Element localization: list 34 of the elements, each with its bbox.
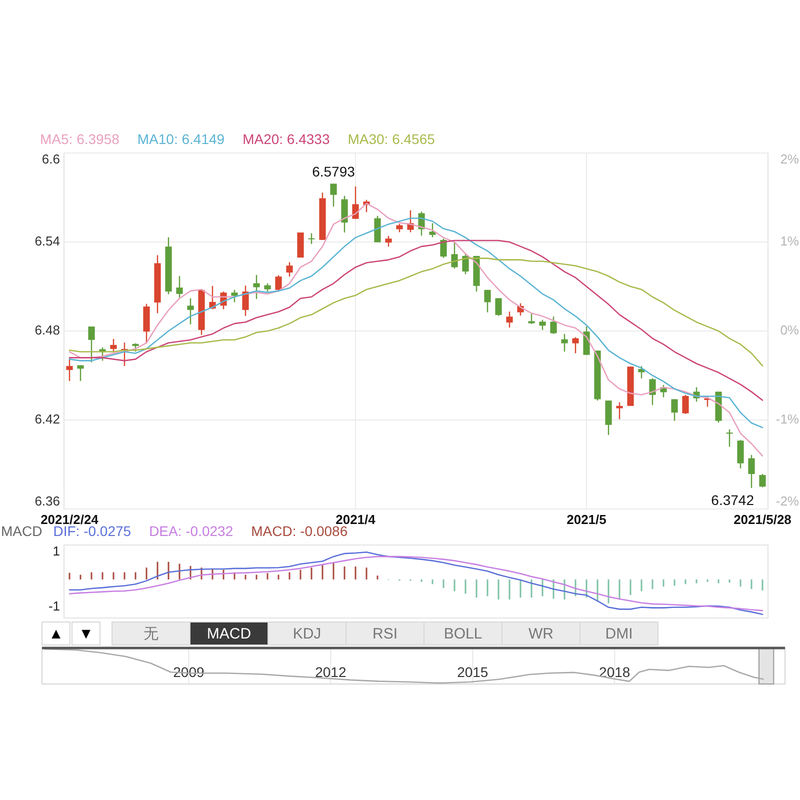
tick-label: 0% [780, 322, 799, 338]
tick-label: 2012 [315, 664, 346, 680]
tab-label: KDJ [292, 625, 322, 642]
annotation: 6.5793 [312, 164, 355, 180]
tick-label: 6.48 [34, 322, 60, 338]
tick-label: -1 [48, 598, 60, 614]
tick-label: 2018 [599, 664, 630, 680]
legend-item: MA30: 6.4565 [348, 131, 435, 147]
tick-label: 1 [52, 543, 60, 558]
tick-label: -2% [776, 493, 799, 508]
annotation: 6.3742 [711, 492, 754, 508]
tick-label: 6.42 [34, 411, 60, 426]
tick-label: 2021/5/28 [734, 512, 792, 527]
tick-label: 6.54 [34, 233, 60, 248]
tab-label: ▼ [78, 625, 94, 642]
tick-label: 6.6 [42, 151, 60, 166]
legend-item: DEA: -0.0232 [149, 523, 234, 539]
legend-item: MA10: 6.4149 [137, 131, 225, 147]
tick-label: 6.36 [34, 493, 60, 508]
tick-label: 2021/5 [566, 512, 606, 527]
title: MACD [1, 523, 42, 539]
tab-label: BOLL [444, 625, 482, 642]
legend-item: MA20: 6.4333 [242, 131, 330, 147]
legend-item: MA5: 6.3958 [40, 131, 120, 147]
tab-label: ▲ [48, 625, 64, 642]
tab-label: WR [528, 625, 554, 642]
tab-label: MACD [206, 625, 252, 642]
tick-label: 2% [780, 151, 799, 166]
tick-label: 1% [780, 233, 799, 248]
tick-label: -1% [776, 411, 799, 426]
tab-label: 无 [144, 625, 158, 642]
tab-label: RSI [372, 625, 398, 642]
tab-label: DMI [605, 625, 633, 642]
tick-label: 2015 [457, 664, 488, 680]
